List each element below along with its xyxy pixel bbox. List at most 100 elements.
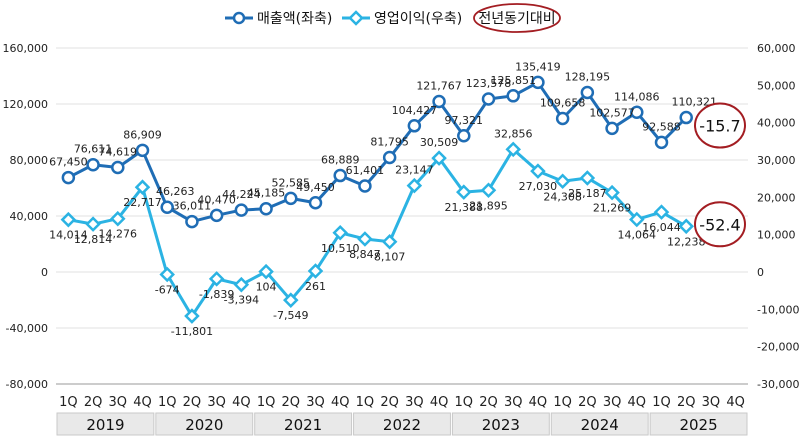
profit-yoy-label: -52.4: [699, 215, 740, 234]
data-point: [679, 110, 693, 125]
legend-revenue-marker: [232, 11, 246, 25]
data-label: 22,717: [123, 196, 162, 209]
x-tick-label: 1Q: [652, 395, 671, 410]
data-point: [110, 210, 126, 227]
data-label: 121,767: [416, 80, 462, 93]
data-label: 23,147: [395, 164, 434, 177]
x-axis-quarters: 1Q 2Q 3Q 4Q 1Q 2Q 3Q 4Q 1Q 2Q 3Q 4Q 1Q 2Q 3Q 4Q 1Q 2Q 3Q 4Q…: [59, 395, 745, 410]
series-revenue: [61, 75, 693, 229]
x-tick-label: 4Q: [628, 395, 647, 410]
data-point: [184, 308, 200, 324]
x-tick-label: 4Q: [232, 395, 251, 410]
data-label: 128,195: [565, 71, 611, 84]
data-label: 24,308: [543, 190, 582, 203]
left-axis-tick-label: 0: [41, 266, 48, 279]
revenue-yoy-label: -15.7: [699, 117, 740, 136]
year-label: 2024: [581, 416, 619, 434]
x-tick-label: 3Q: [109, 395, 128, 410]
data-label: 67,450: [49, 156, 88, 169]
legend-profit-label: 영업이익(우축): [374, 11, 462, 27]
data-point: [209, 208, 224, 223]
left-axis: -80,000 -40,000 0 40,000 80,000 120,000 160,00…: [3, 42, 49, 391]
data-label: 25,187: [568, 187, 607, 200]
legend: 매출액(좌축) 영업이익(우축) 전년동기대비: [225, 3, 561, 33]
x-tick-label: 2Q: [183, 395, 202, 410]
year-label: 2022: [383, 416, 421, 434]
data-label: 10,510: [321, 242, 360, 255]
data-point: [506, 89, 520, 103]
data-label: 68,889: [321, 154, 360, 167]
data-point: [431, 150, 447, 166]
legend-yoy-label: 전년동기대비: [478, 11, 555, 27]
data-label: 104: [256, 281, 277, 294]
x-tick-label: 1Q: [356, 395, 375, 410]
x-tick-label: 1Q: [553, 395, 572, 410]
data-point: [307, 263, 324, 279]
x-tick-label: 4Q: [331, 395, 350, 410]
data-point: [233, 276, 250, 293]
x-tick-label: 2Q: [578, 395, 597, 410]
x-tick-label: 1Q: [455, 395, 474, 410]
data-point: [358, 179, 372, 193]
x-tick-label: 4Q: [726, 395, 745, 410]
data-point: [432, 94, 446, 109]
right-axis-tick-label: 40,000: [757, 117, 796, 130]
data-label: 49,450: [296, 181, 335, 194]
data-label: 12,814: [74, 233, 113, 246]
right-axis-tick-label: 30,000: [757, 154, 796, 167]
series-operating-profit: [60, 141, 694, 324]
data-label: 110,321: [671, 96, 717, 109]
right-axis: -30,000 -20,000 -10,000 0 10,000 20,000 30,000…: [757, 42, 799, 391]
year-band: [353, 412, 451, 436]
data-label: 40,470: [197, 193, 236, 206]
data-label: 32,856: [494, 127, 533, 140]
legend-yoy-ellipse: [473, 3, 561, 33]
data-point: [85, 216, 101, 232]
data-point: [481, 92, 496, 106]
data-point: [406, 177, 423, 194]
data-label: -674: [155, 284, 180, 297]
x-tick-label: 3Q: [207, 395, 226, 410]
data-label: 21,269: [593, 202, 632, 215]
data-point: [382, 150, 397, 165]
x-tick-label: 4Q: [529, 395, 548, 410]
data-point: [61, 170, 76, 185]
right-axis-tick-label: 10,000: [757, 229, 796, 242]
data-point: [283, 292, 299, 308]
x-tick-label: 1Q: [158, 395, 177, 410]
left-axis-tick-label: 160,000: [3, 42, 49, 55]
x-tick-label: 4Q: [430, 395, 449, 410]
data-point: [308, 196, 323, 210]
legend-profit-marker: [348, 10, 364, 26]
year-band: [56, 412, 155, 436]
yoy-annotation-circle: [694, 201, 746, 248]
year-band: [451, 412, 550, 436]
x-axis-years: 2019 2020 2021 2022 2023 2024 2025: [56, 412, 748, 436]
data-point: [630, 105, 644, 120]
right-axis-tick-label: 60,000: [757, 42, 796, 55]
data-point: [185, 214, 199, 229]
data-label: -7,549: [273, 309, 308, 322]
data-point: [531, 75, 545, 90]
data-label: 46,263: [156, 185, 195, 198]
data-label: 261: [305, 280, 326, 293]
right-axis-tick-label: -20,000: [757, 341, 799, 354]
data-label: 125,851: [490, 74, 536, 87]
data-label: 14,276: [99, 228, 138, 241]
data-label: 61,401: [346, 164, 385, 177]
data-point: [678, 218, 694, 235]
data-label: 36,011: [173, 200, 212, 213]
data-point: [653, 204, 670, 220]
left-axis-tick-label: 120,000: [3, 98, 49, 111]
data-point: [480, 182, 497, 199]
right-axis-tick-label: 20,000: [757, 191, 796, 204]
data-label: 135,419: [515, 60, 561, 73]
data-label: -11,801: [171, 325, 213, 338]
data-label: 21,388: [445, 201, 484, 214]
data-point: [579, 170, 596, 186]
data-point: [357, 231, 373, 247]
data-label: 44,224: [222, 188, 261, 201]
left-axis-tick-label: 40,000: [10, 210, 49, 223]
data-point: [160, 200, 174, 214]
